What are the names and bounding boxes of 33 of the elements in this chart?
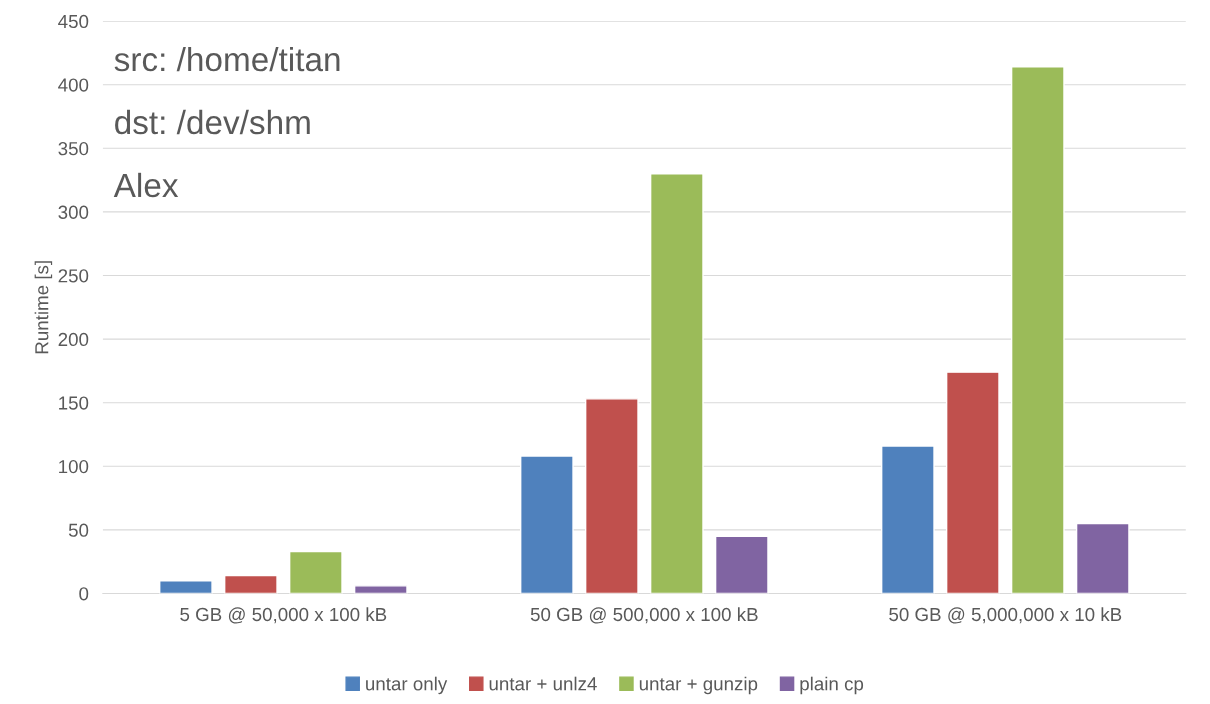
y-tick-label: 100 [59,459,89,474]
bar [584,398,639,594]
annotation: src: /home/titan [114,46,340,72]
x-tick-label: 5 GB @ 50,000 x 100 kB [180,607,387,624]
bar [649,173,704,594]
y-tick-label: 450 [58,14,89,29]
bar [880,445,935,594]
legend-label: plain cp [800,676,864,695]
legend-label: untar + unlz4 [489,676,597,691]
y-tick-label: 300 [58,205,89,219]
annotation: Alex [113,172,179,198]
bar [1010,66,1065,594]
bar [353,585,408,594]
y-tick-label: 350 [58,142,89,156]
annotation: dst: /dev/shm [115,109,310,135]
y-tick-label: 0 [79,587,89,601]
legend-label: untar only [366,676,448,695]
bar [223,574,278,594]
bar [288,550,343,594]
x-tick-label: 50 GB @ 500,000 x 100 kB [530,607,758,624]
x-tick-label: 50 GB @ 5,000,000 x 10 kB [889,607,1122,624]
y-axis-title: Runtime [s] [34,261,53,354]
y-tick-label: 400 [58,78,89,92]
bar [1075,522,1130,594]
legend-label: untar + gunzip [639,676,758,695]
bar [159,580,213,594]
bar [714,535,769,594]
y-tick-label: 150 [59,396,89,410]
y-tick-label: 200 [58,332,89,347]
bar [519,455,574,594]
y-tick-label: 250 [58,269,89,283]
bar [945,371,1000,594]
y-tick-label: 50 [68,523,89,537]
